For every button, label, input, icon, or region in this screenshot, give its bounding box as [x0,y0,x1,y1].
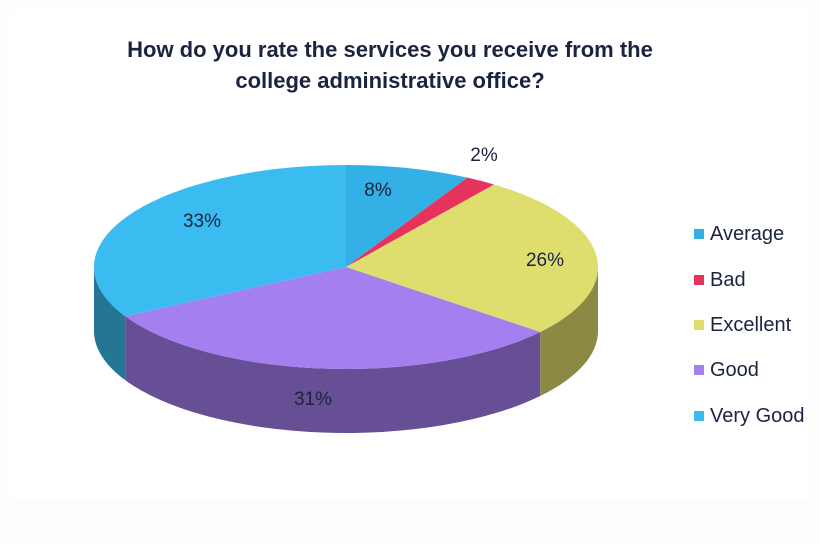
legend-item-good: Good [694,358,759,382]
legend-swatch [694,275,704,285]
data-label-bad: 2% [470,145,498,166]
legend-item-average: Average [694,222,784,246]
legend-label: Very Good [710,404,805,427]
legend-swatch [694,229,704,239]
data-label-very-good: 33% [183,211,221,232]
legend-label: Bad [710,268,746,291]
pie-slice-bad [346,177,495,267]
legend-swatch [694,365,704,375]
legend-swatch [694,320,704,330]
pie-side-good [125,316,541,433]
legend-label: Good [710,358,759,381]
legend-label: Excellent [710,313,792,336]
data-label-average: 8% [364,180,392,201]
legend-swatch [694,411,704,421]
pie-slice-average [346,165,468,267]
pie-slice-very-good [93,165,346,317]
data-label-excellent: 26% [526,250,564,271]
legend-item-very-good: Very Good [694,404,805,428]
data-label-good: 31% [294,389,332,410]
chart-title-line-2: college administrative office? [235,68,545,93]
chart-title: How do you rate the services you receive… [40,34,740,96]
pie-side-excellent [540,267,598,397]
legend-label: Average [710,222,785,245]
pie-side-very-good [94,267,126,381]
chart-title-line-1: How do you rate the services you receive… [127,37,653,62]
pie-slice-excellent [346,184,599,333]
legend-item-excellent: Excellent [694,313,791,337]
pie-slice-good [125,267,541,369]
legend-item-bad: Bad [694,268,746,292]
